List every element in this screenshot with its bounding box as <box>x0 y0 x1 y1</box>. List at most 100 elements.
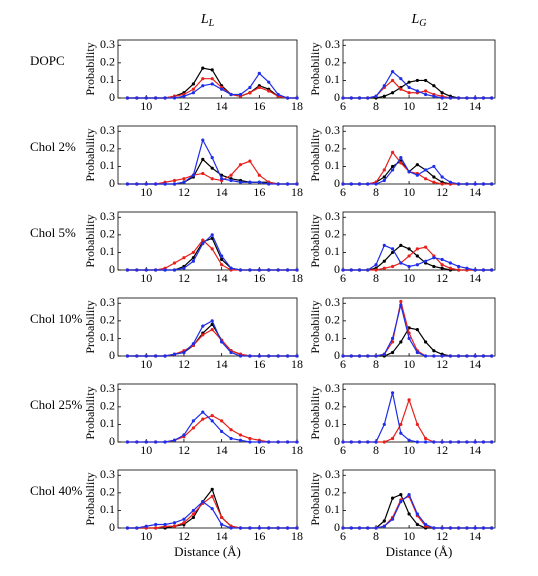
data-point <box>440 263 444 267</box>
data-point <box>267 354 271 358</box>
data-point <box>341 96 345 100</box>
x-tick-label: 8 <box>373 529 379 543</box>
x-tick-label: 12 <box>178 99 190 113</box>
data-point <box>154 440 158 444</box>
y-axis-label: Probability <box>83 214 97 267</box>
data-point <box>267 80 271 84</box>
data-point <box>238 92 243 97</box>
data-point <box>432 164 436 169</box>
axes-box <box>342 297 496 357</box>
x-tick-label: 12 <box>436 185 448 199</box>
data-point <box>457 354 461 358</box>
column-title-main: L <box>200 12 209 27</box>
data-point <box>210 328 214 332</box>
x-tick-label: 10 <box>403 443 415 457</box>
x-tick-label: 8 <box>373 185 379 199</box>
y-tick-label: 0.2 <box>100 227 115 241</box>
data-point <box>374 94 378 98</box>
data-point <box>154 526 158 530</box>
row-label: Chol 25% <box>30 397 83 412</box>
x-tick-label: 12 <box>178 357 190 371</box>
data-point <box>349 526 353 530</box>
y-tick-label: 0.1 <box>100 416 115 430</box>
data-point <box>382 168 386 172</box>
data-point <box>220 257 224 262</box>
data-point <box>191 259 195 263</box>
data-point <box>399 299 403 304</box>
x-tick-label: 14 <box>216 443 228 457</box>
data-point <box>172 178 177 183</box>
y-tick-label: 0.1 <box>325 72 340 86</box>
data-point <box>448 526 452 530</box>
x-tick-label: 16 <box>253 529 265 543</box>
data-point <box>295 96 299 100</box>
data-point <box>490 354 494 358</box>
data-point <box>390 517 395 521</box>
data-point <box>182 94 186 98</box>
data-point <box>399 261 403 265</box>
data-point <box>457 526 461 530</box>
data-point <box>481 182 486 186</box>
data-point <box>163 440 167 444</box>
data-point <box>415 350 419 355</box>
series-line <box>127 500 297 529</box>
data-point <box>125 268 130 272</box>
data-point <box>424 436 428 441</box>
data-point <box>473 268 477 272</box>
data-point <box>407 512 411 516</box>
data-point <box>210 487 214 491</box>
data-point <box>432 180 436 184</box>
data-point <box>366 96 370 100</box>
x-tick-label: 10 <box>403 185 415 199</box>
data-point <box>238 433 243 437</box>
y-tick-label: 0.2 <box>100 313 115 327</box>
y-tick-label: 0 <box>334 520 340 534</box>
x-tick-label: 14 <box>216 99 228 113</box>
y-tick-label: 0.3 <box>325 123 340 137</box>
x-tick-label: 6 <box>340 185 346 199</box>
data-point <box>481 354 486 358</box>
data-point <box>382 84 386 88</box>
data-point <box>163 268 167 272</box>
y-axis-label: Probability <box>308 214 322 267</box>
data-point <box>457 182 461 186</box>
data-point <box>295 354 299 358</box>
row-label: Chol 2% <box>30 139 76 154</box>
x-tick-label: 12 <box>436 443 448 457</box>
y-tick-label: 0.1 <box>100 72 115 86</box>
data-point <box>285 96 290 100</box>
data-point <box>220 177 224 181</box>
x-tick-label: 14 <box>469 357 481 371</box>
x-tick-label: 10 <box>403 357 415 371</box>
data-point <box>424 89 428 93</box>
data-point <box>220 429 224 434</box>
data-point <box>399 77 403 81</box>
data-point <box>257 85 261 90</box>
x-tick-label: 14 <box>469 185 481 199</box>
data-point <box>424 78 428 83</box>
x-tick-label: 18 <box>291 185 303 199</box>
data-point <box>163 522 167 527</box>
data-point <box>382 266 386 270</box>
data-point <box>415 440 419 444</box>
data-point <box>366 526 370 530</box>
data-point <box>210 319 214 323</box>
y-tick-label: 0.2 <box>325 55 340 69</box>
data-point <box>481 96 486 100</box>
data-point <box>490 268 494 272</box>
data-point <box>457 96 461 100</box>
data-point <box>390 164 395 169</box>
data-point <box>399 156 403 160</box>
data-point <box>182 521 186 525</box>
x-axis-label: Distance (Å) <box>386 544 453 559</box>
data-point <box>257 526 261 530</box>
y-tick-label: 0.1 <box>325 158 340 172</box>
data-point <box>154 268 158 272</box>
data-point <box>366 268 370 272</box>
data-point <box>248 440 252 444</box>
data-point <box>248 159 252 163</box>
y-tick-label: 0.3 <box>100 123 115 137</box>
x-tick-label: 10 <box>140 271 152 285</box>
data-point <box>267 268 271 272</box>
data-point <box>390 336 395 341</box>
